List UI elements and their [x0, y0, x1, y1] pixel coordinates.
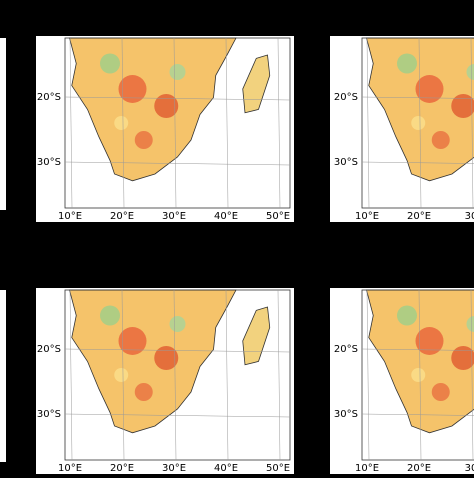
anomaly-patch [100, 306, 120, 326]
lat-label: 30°S [37, 409, 61, 420]
anomaly-patch [432, 383, 450, 401]
lon-label: 10°E [58, 211, 82, 222]
lat-label: 20°S [334, 344, 358, 355]
lat-label: 30°S [334, 157, 358, 168]
anomaly-patch [432, 131, 450, 149]
lon-label: 20°E [407, 211, 431, 222]
lat-label: 30°S [334, 409, 358, 420]
map-panel: 20°S 30°S 10°E 20°E 30 [330, 36, 474, 222]
lon-label: 30°E [162, 211, 186, 222]
map-panel: 20°S 30°S 10°E 20°E 30°E 40°E 50°E [36, 288, 294, 474]
anomaly-patch [100, 54, 120, 74]
anomaly-patch [397, 54, 417, 74]
lon-label: 30 [465, 211, 474, 222]
lon-label: 10°E [355, 211, 379, 222]
lon-label: 10°E [355, 463, 379, 474]
panels: 20°S 30°S 10°E 20°E 30°E 40°E 50°E 20°S 30°S 10°E… [36, 36, 474, 474]
map-panel: 20°S 30°S 10°E 20°E 30°E 40°E 50°E [36, 36, 294, 222]
lon-label: 20°E [407, 463, 431, 474]
partial-panel [0, 38, 6, 210]
anomaly-patch [397, 306, 417, 326]
lat-label: 30°S [37, 157, 61, 168]
lat-label: 20°S [334, 92, 358, 103]
lat-label: 20°S [37, 344, 61, 355]
lon-label: 30 [465, 463, 474, 474]
lon-label: 20°E [110, 211, 134, 222]
lat-label: 20°S [37, 92, 61, 103]
lon-label: 10°E [58, 463, 82, 474]
lon-label: 20°E [110, 463, 134, 474]
anomaly-patch [114, 368, 128, 382]
map-panel: 20°S 30°S 10°E 20°E 30 [330, 288, 474, 474]
anomaly-patch [114, 116, 128, 130]
lon-label: 40°E [214, 463, 238, 474]
lon-label: 30°E [162, 463, 186, 474]
anomaly-patch [135, 383, 153, 401]
lon-label: 50°E [266, 463, 290, 474]
lon-label: 40°E [214, 211, 238, 222]
anomaly-patch [170, 316, 186, 332]
partial-panel [0, 290, 6, 462]
anomaly-patch [135, 131, 153, 149]
anomaly-patch [411, 116, 425, 130]
lon-label: 50°E [266, 211, 290, 222]
anomaly-patch [170, 64, 186, 80]
anomaly-patch [411, 368, 425, 382]
